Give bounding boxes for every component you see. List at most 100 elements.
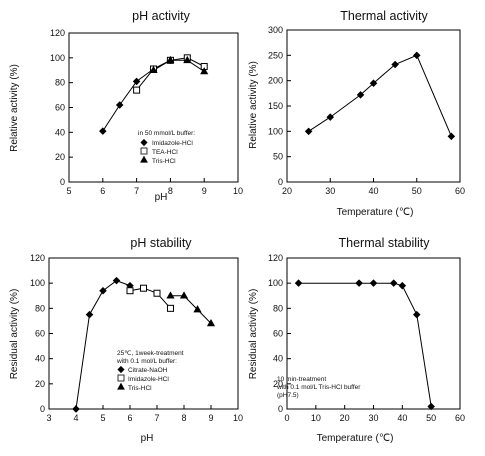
- y-tick-label: 20: [55, 152, 65, 162]
- y-tick-label: 200: [268, 76, 283, 86]
- data-point-triangle: [166, 291, 175, 299]
- data-point-diamond: [132, 77, 141, 86]
- legend-label: Tris-HCl: [128, 385, 152, 392]
- panel-title: pH stability: [130, 236, 192, 250]
- axes: 0 20 40 60 80 100 120 5 6 7 8 9 10: [50, 28, 243, 196]
- data-point-diamond: [391, 60, 399, 69]
- annotation: 10 min-treatment with 0.1 mol/L Tris-HCl…: [276, 376, 361, 399]
- y-tick-label: 60: [35, 329, 45, 339]
- panel-thermal-stability: Thermal stability Residual activity (%) …: [248, 236, 465, 444]
- data-point-triangle: [166, 55, 175, 64]
- legend-label: TEA-HCl: [152, 149, 178, 156]
- plot-marks: [72, 276, 216, 413]
- y-tick-label: 100: [50, 53, 65, 63]
- y-axis-label: Residual activity (%): [9, 289, 20, 380]
- x-tick-label: 6: [127, 413, 132, 423]
- x-tick-label: 4: [73, 413, 78, 423]
- y-tick-label: 0: [40, 404, 45, 414]
- panel-thermal-activity: Thermal activity Relative activity (%) T…: [248, 9, 465, 218]
- legend-marker-triangle: [117, 382, 125, 390]
- x-tick-label: 6: [100, 186, 105, 196]
- y-tick-label: 100: [268, 278, 283, 288]
- x-tick-label: 5: [100, 413, 105, 423]
- x-tick-label: 3: [46, 413, 51, 423]
- data-point-diamond: [355, 279, 363, 287]
- legend: 25℃, 1week-treatment with 0.1 mol/L buff…: [116, 350, 184, 392]
- annotation-line: (pH7.5): [277, 392, 299, 399]
- annotation-line: 10 min-treatment: [277, 376, 326, 383]
- data-point-diamond: [304, 127, 313, 136]
- y-tick-label: 20: [273, 379, 283, 389]
- axes: 0 50 100 150 200 250 300 20 30 40 50 60: [268, 25, 465, 196]
- data-point-diamond: [369, 279, 378, 287]
- x-tick-label: 10: [311, 413, 321, 423]
- legend-marker-square: [140, 147, 148, 155]
- series-line: [75, 280, 131, 410]
- y-tick-label: 40: [55, 127, 65, 137]
- data-point-triangle: [193, 305, 202, 313]
- x-tick-label: 9: [208, 413, 213, 423]
- legend-header: 25℃, 1week-treatment: [117, 350, 184, 357]
- panel-ph-stability: pH stability Residual activity (%) pH 0 2…: [9, 236, 243, 444]
- data-point-diamond: [72, 405, 80, 413]
- x-axis-label: pH: [141, 433, 154, 444]
- x-tick-label: 30: [368, 413, 378, 423]
- series-line: [170, 295, 212, 324]
- axes: 0 20 40 60 80 100 120 3 4 5 6 7 8 9 10: [30, 253, 243, 423]
- panel-title: Thermal activity: [340, 9, 428, 23]
- data-point-diamond: [412, 310, 421, 319]
- data-point-square: [140, 284, 147, 292]
- data-point-triangle: [206, 319, 216, 327]
- legend-header: with 0.1 mol/L buffer:: [116, 358, 177, 365]
- data-point-diamond: [326, 113, 335, 121]
- legend-marker-diamond: [140, 138, 148, 147]
- series-line: [153, 59, 205, 72]
- plot-marks: [294, 279, 435, 411]
- plot-frame: [286, 29, 461, 183]
- y-tick-label: 60: [273, 329, 283, 339]
- series-line: [308, 54, 452, 137]
- y-tick-label: 0: [278, 177, 283, 187]
- x-tick-label: 7: [134, 186, 139, 196]
- y-tick-label: 60: [55, 103, 65, 113]
- data-point-square: [126, 287, 134, 295]
- y-axis-label: Relative activity (%): [248, 61, 259, 149]
- data-point-square: [167, 304, 174, 312]
- data-point-diamond: [115, 101, 124, 109]
- x-tick-label: 10: [233, 186, 243, 196]
- y-tick-label: 40: [35, 354, 45, 364]
- x-tick-label: 40: [397, 413, 407, 423]
- x-tick-label: 8: [168, 186, 173, 196]
- panel-ph-activity: pH activity Relative activity (%) pH 0 20…: [9, 9, 243, 203]
- data-point-diamond: [369, 79, 378, 87]
- legend-header: in 50 mmol/L buffer:: [138, 130, 195, 137]
- data-point-diamond: [398, 281, 407, 290]
- y-tick-label: 0: [278, 404, 283, 414]
- data-point-triangle: [183, 55, 192, 64]
- y-tick-label: 20: [35, 379, 45, 389]
- y-tick-label: 300: [268, 25, 283, 35]
- series-line: [102, 59, 171, 132]
- data-point-square: [153, 289, 161, 297]
- data-point-diamond: [356, 91, 365, 99]
- x-tick-label: 7: [154, 413, 159, 423]
- data-point-diamond: [447, 132, 456, 141]
- x-tick-label: 20: [340, 413, 350, 423]
- y-tick-label: 0: [60, 177, 65, 187]
- y-tick-label: 120: [50, 28, 65, 38]
- x-tick-label: 20: [282, 186, 292, 196]
- x-tick-label: 50: [426, 413, 436, 423]
- y-tick-label: 80: [35, 303, 45, 313]
- data-point-diamond: [427, 402, 435, 411]
- legend: in 50 mmol/L buffer: Imidazole-HCl TEA-H…: [138, 130, 195, 165]
- data-point-diamond: [112, 276, 121, 285]
- legend-label: Tris-HCl: [152, 158, 176, 165]
- x-tick-label: 5: [66, 186, 71, 196]
- data-point-triangle: [179, 291, 189, 299]
- series-line: [129, 287, 171, 309]
- x-tick-label: 0: [284, 413, 289, 423]
- legend-label: Citrate-NaOH: [128, 367, 168, 374]
- legend-label: Imidazole-HCl: [128, 376, 169, 383]
- x-axis-label: pH: [155, 192, 168, 203]
